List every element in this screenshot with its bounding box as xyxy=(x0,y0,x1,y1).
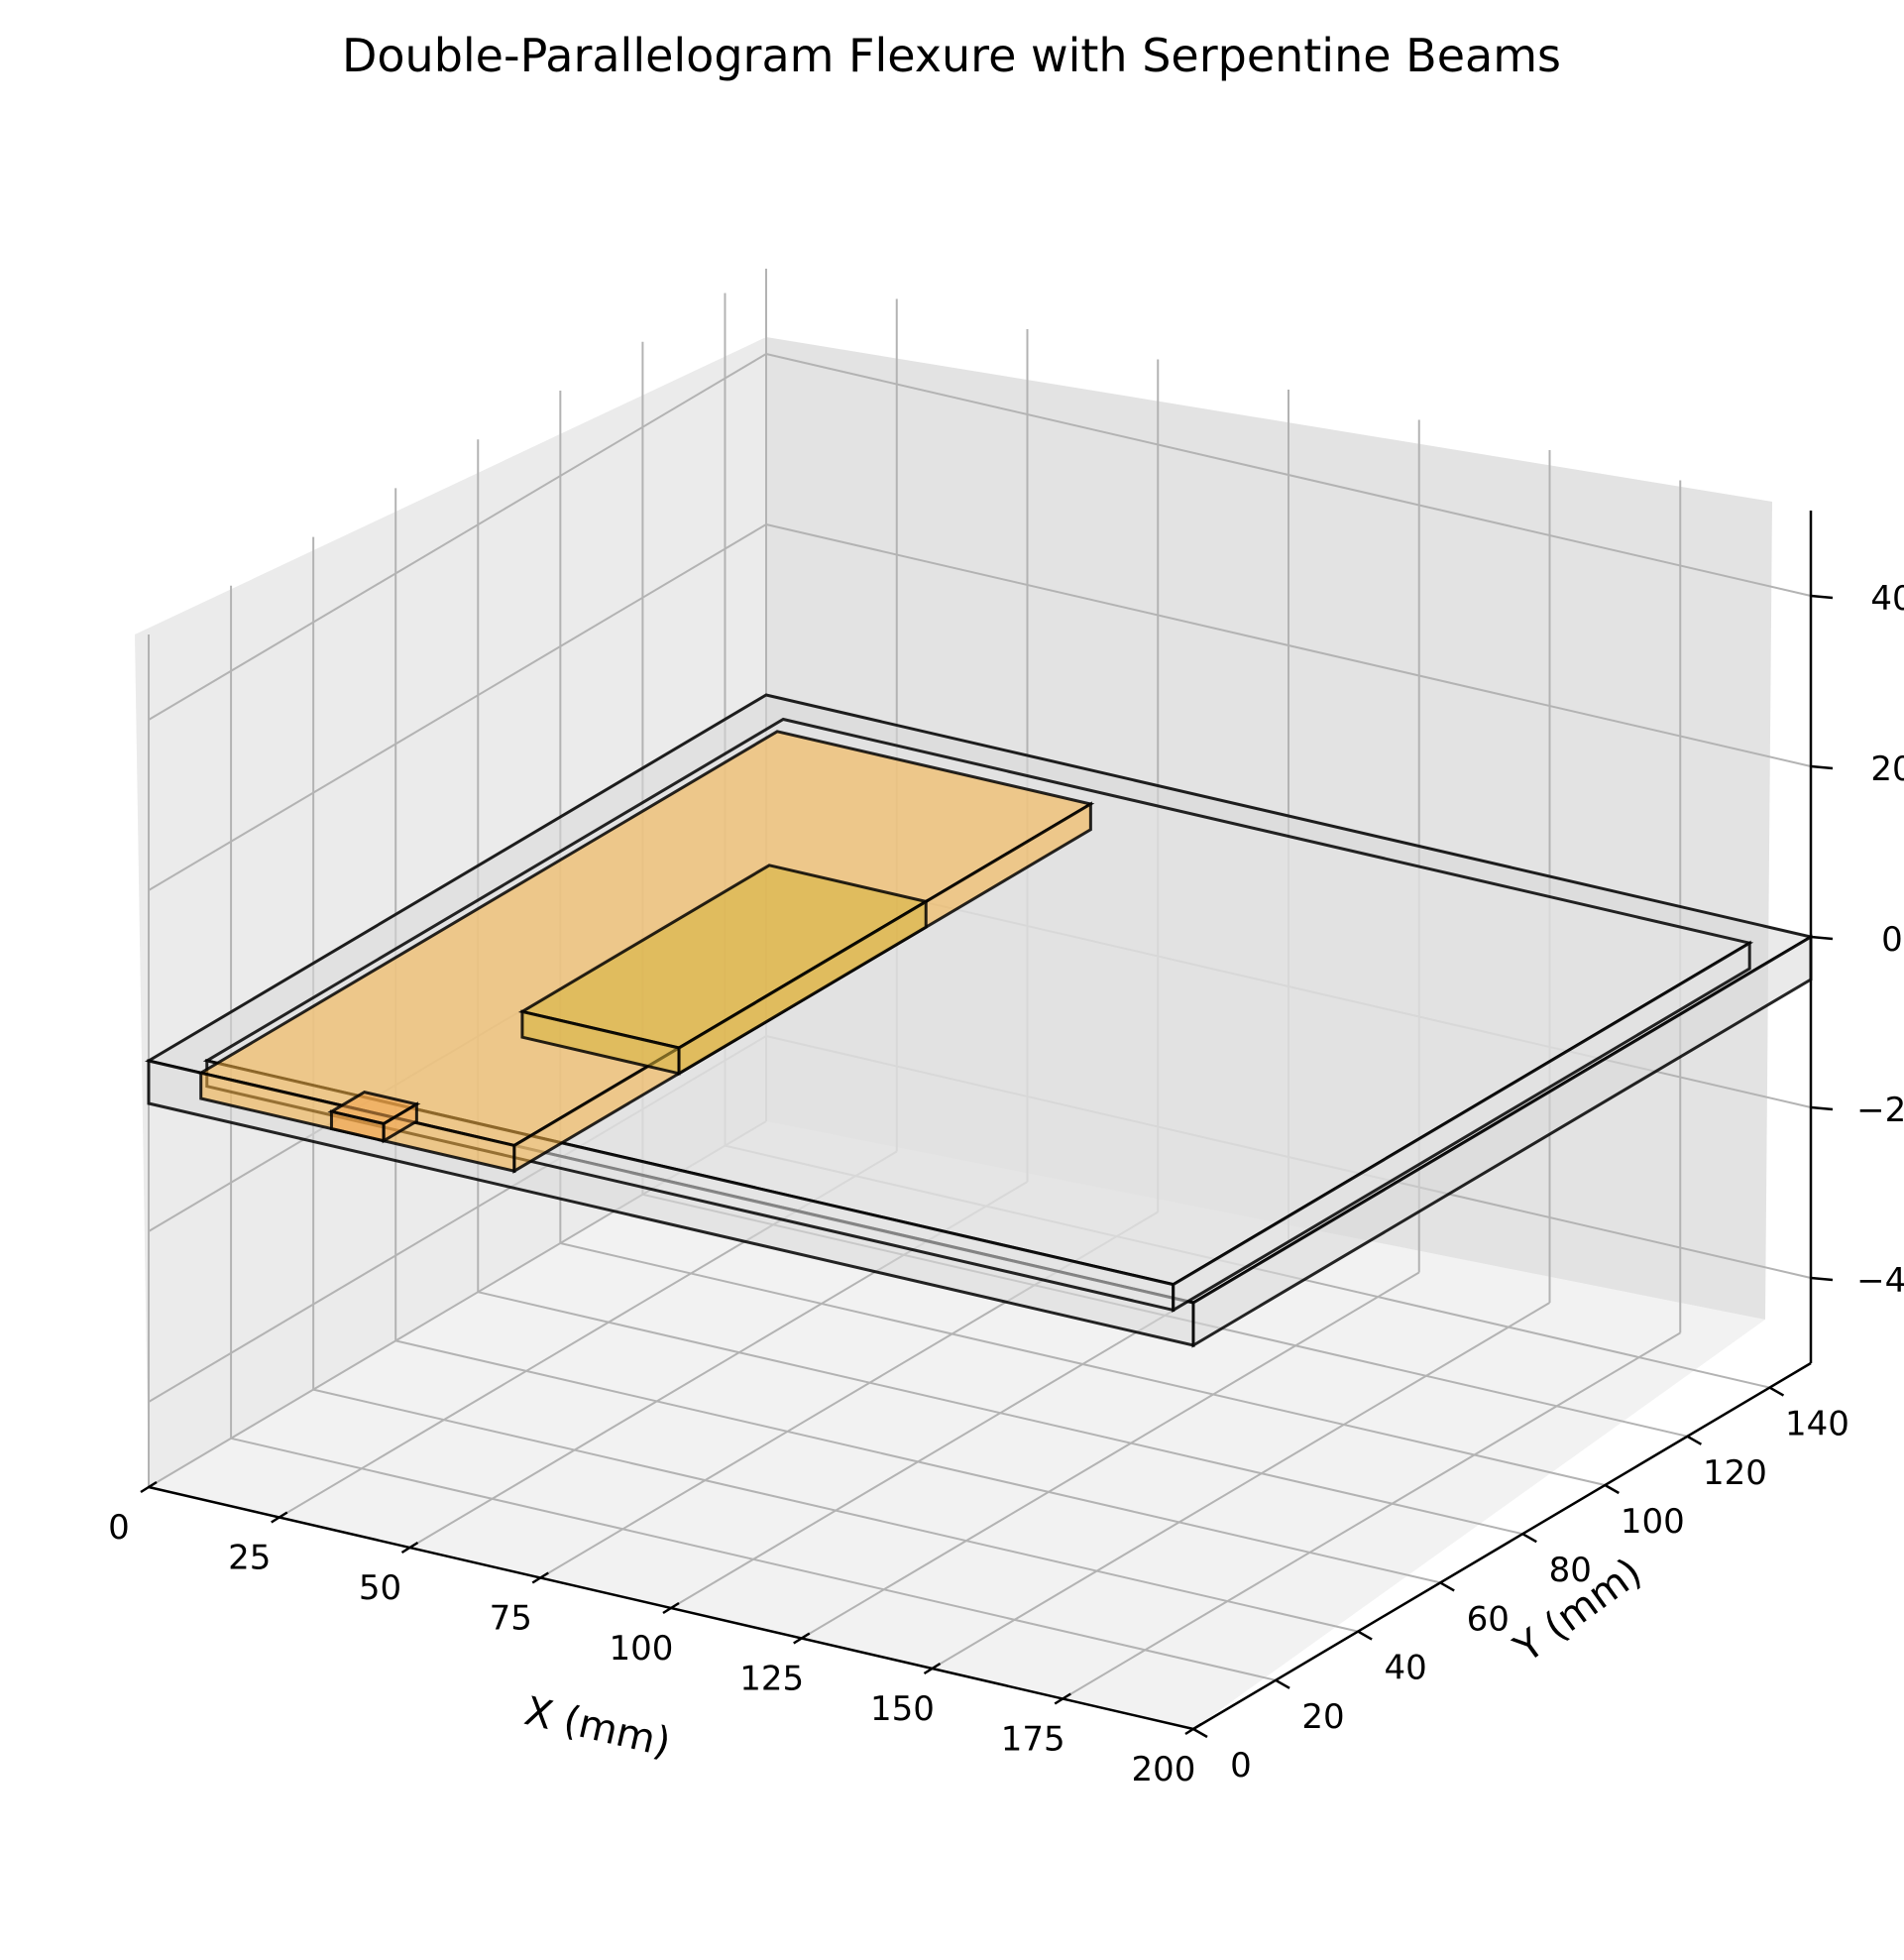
y-tick xyxy=(1439,1581,1455,1592)
x-tick xyxy=(531,1571,549,1584)
y-tick xyxy=(1604,1483,1620,1495)
chart-title: Double-Parallelogram Flexure with Serpen… xyxy=(342,29,1561,82)
x-tick-label: 200 xyxy=(1132,1750,1196,1789)
y-gridline-floor xyxy=(312,1388,1359,1633)
z-tick-label: −20 xyxy=(1856,1091,1904,1130)
component-box xyxy=(517,864,931,1077)
x-tick xyxy=(271,1511,288,1524)
z-tick xyxy=(1810,1276,1834,1282)
y-axis-line xyxy=(1192,1361,1812,1731)
z-gridline-side xyxy=(148,353,767,721)
y-tick-label: 60 xyxy=(1467,1599,1510,1639)
z-tick xyxy=(1810,594,1834,600)
y-tick xyxy=(1521,1533,1537,1544)
z-tick-label: 0 xyxy=(1881,920,1903,960)
z-tick xyxy=(1810,935,1834,941)
y-tick xyxy=(1275,1678,1290,1689)
x-tick-label: 50 xyxy=(359,1568,401,1608)
x-tick xyxy=(1054,1692,1071,1705)
x-tick xyxy=(662,1601,680,1615)
y-tick xyxy=(1357,1630,1373,1641)
x-tick-label: 175 xyxy=(1001,1720,1065,1760)
y-tick-label: 140 xyxy=(1785,1405,1849,1444)
z-gridline-back xyxy=(765,523,1812,767)
y-gridline-floor xyxy=(394,1339,1441,1584)
x-tick-label: 75 xyxy=(490,1599,532,1639)
z-tick-label: 40 xyxy=(1870,579,1904,619)
y-gridline-floor xyxy=(230,1437,1277,1681)
z-tick-label: −40 xyxy=(1856,1261,1904,1301)
component-face xyxy=(382,1101,418,1144)
x-axis-label: X (mm) xyxy=(520,1688,675,1766)
y-gridline-floor xyxy=(560,1242,1606,1486)
x-tick xyxy=(400,1541,419,1555)
y-tick xyxy=(1192,1727,1208,1739)
y-tick-label: 20 xyxy=(1301,1697,1344,1737)
y-tick-label: 0 xyxy=(1230,1746,1252,1786)
y-tick xyxy=(1686,1435,1703,1445)
floor-pane xyxy=(149,1121,1765,1729)
y-tick-label: 40 xyxy=(1385,1649,1427,1688)
x-gridline-floor xyxy=(931,1302,1551,1670)
x-gridline-floor xyxy=(801,1271,1420,1640)
x-tick xyxy=(923,1662,942,1675)
z-gridline-side xyxy=(148,523,767,891)
y-tick-label: 100 xyxy=(1621,1502,1685,1542)
x-tick xyxy=(793,1632,811,1645)
x-tick-label: 150 xyxy=(870,1689,935,1729)
z-tick-label: 20 xyxy=(1870,749,1904,789)
component-face xyxy=(677,898,928,1077)
x-tick xyxy=(140,1480,158,1494)
x-tick-label: 100 xyxy=(610,1629,674,1669)
x-tick-label: 25 xyxy=(228,1539,271,1578)
y-tick-label: 120 xyxy=(1703,1453,1767,1493)
x-gridline-floor xyxy=(1062,1331,1681,1700)
z-tick xyxy=(1810,764,1834,770)
x-tick-label: 0 xyxy=(108,1508,130,1548)
z-gridline-back xyxy=(765,353,1812,597)
component-box xyxy=(327,1091,421,1144)
z-tick xyxy=(1810,1105,1834,1111)
y-tick-label: 80 xyxy=(1549,1551,1592,1590)
y-tick xyxy=(1768,1386,1785,1397)
components-layer xyxy=(145,693,1815,1348)
y-gridline-floor xyxy=(478,1291,1523,1536)
x-tick-label: 125 xyxy=(739,1660,804,1699)
component-face xyxy=(1172,940,1751,1314)
